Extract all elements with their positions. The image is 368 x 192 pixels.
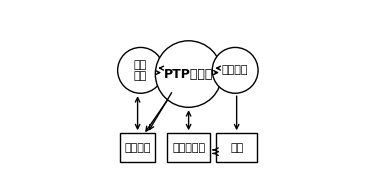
Circle shape — [118, 47, 163, 93]
Text: 时钟算法: 时钟算法 — [222, 65, 248, 75]
Circle shape — [212, 47, 258, 93]
Bar — [120, 133, 155, 162]
Text: 时间戳单元: 时间戳单元 — [172, 143, 205, 153]
Bar — [167, 133, 210, 162]
Text: 主机
接口: 主机 接口 — [134, 60, 147, 81]
Text: 网络接口: 网络接口 — [124, 143, 151, 153]
Bar — [216, 133, 257, 162]
Text: 时钟: 时钟 — [230, 143, 243, 153]
Circle shape — [155, 41, 222, 107]
Text: PTP协议栈: PTP协议栈 — [164, 68, 213, 81]
